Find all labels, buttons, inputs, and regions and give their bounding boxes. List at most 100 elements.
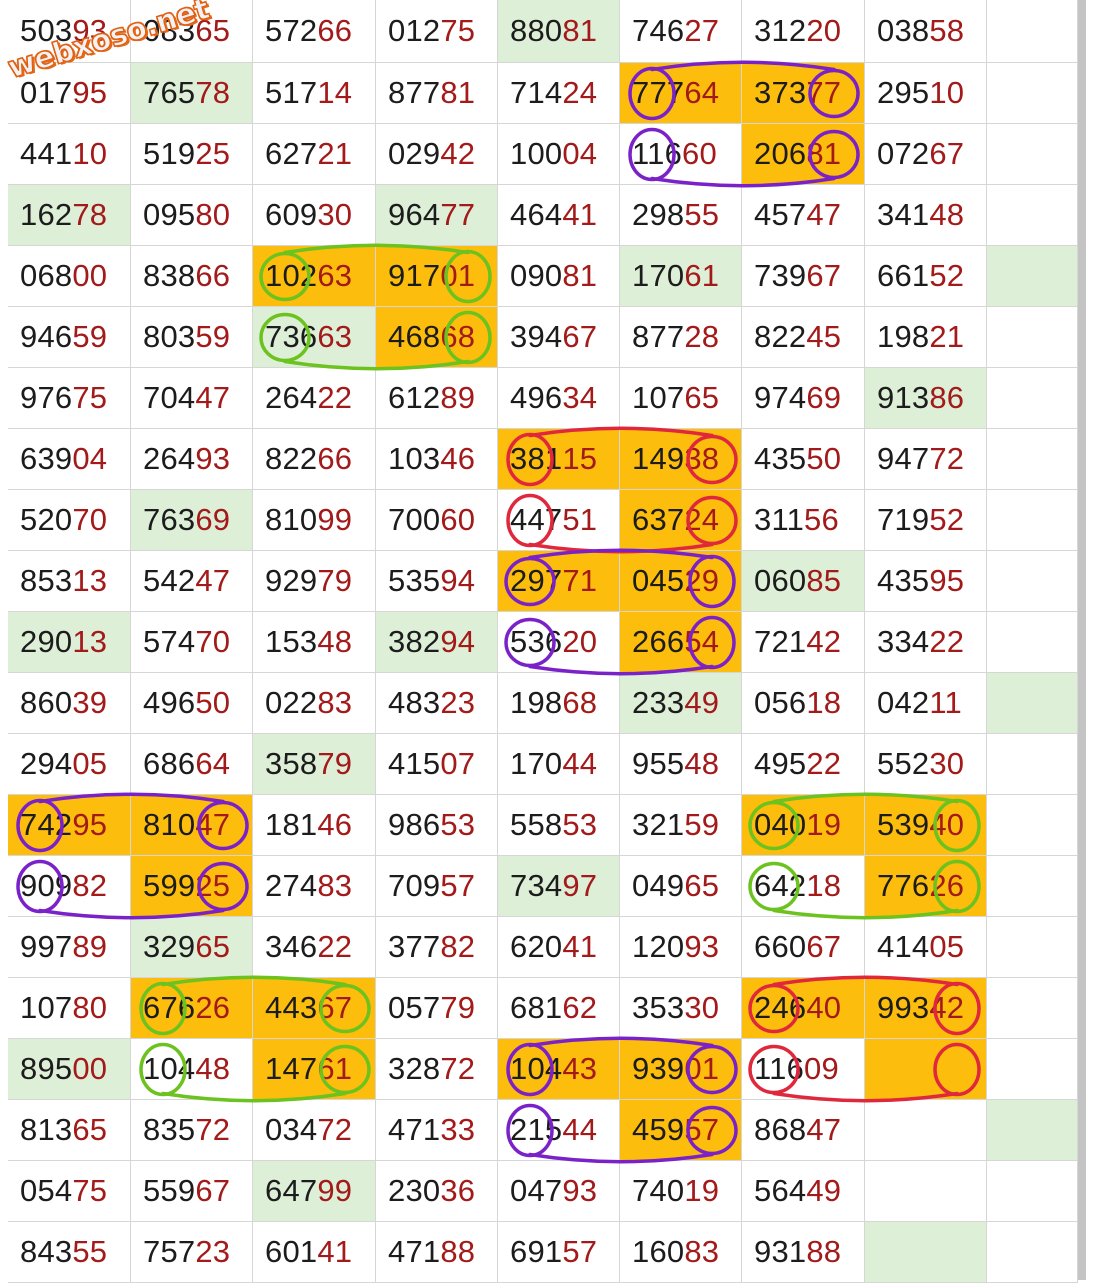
grid-cell[interactable]: 558 53 (498, 795, 620, 856)
grid-cell[interactable]: 147 61 (253, 1039, 376, 1100)
grid-cell[interactable]: 311 56 (742, 490, 865, 551)
grid-cell[interactable]: 642 18 (742, 856, 865, 917)
grid-cell[interactable]: 116 09 (742, 1039, 865, 1100)
grid-cell[interactable]: 170 44 (498, 734, 620, 795)
grid-cell[interactable]: 552 30 (865, 734, 987, 795)
grid-cell[interactable]: 813 65 (8, 1100, 131, 1161)
grid-cell[interactable]: 054 75 (8, 1161, 131, 1222)
grid-cell[interactable]: 264 22 (253, 368, 376, 429)
grid-cell[interactable]: 321 59 (620, 795, 742, 856)
grid-cell[interactable]: 312 20 (742, 0, 865, 63)
grid-cell[interactable]: 637 24 (620, 490, 742, 551)
grid-cell[interactable]: 230 36 (376, 1161, 498, 1222)
grid-cell[interactable]: 441 10 (8, 124, 131, 185)
grid-cell[interactable]: 266 54 (620, 612, 742, 673)
grid-cell[interactable]: 496 34 (498, 368, 620, 429)
grid-cell[interactable]: 822 66 (253, 429, 376, 490)
grid-cell[interactable]: 459 57 (620, 1100, 742, 1161)
grid-cell[interactable]: 661 52 (865, 246, 987, 307)
grid-cell[interactable]: 559 67 (131, 1161, 253, 1222)
grid-cell[interactable]: 739 67 (742, 246, 865, 307)
grid-cell[interactable]: 038 58 (865, 0, 987, 63)
grid-cell[interactable]: 572 66 (253, 0, 376, 63)
grid-cell[interactable] (865, 1100, 987, 1161)
grid-cell[interactable]: 435 50 (742, 429, 865, 490)
grid-cell[interactable]: 233 49 (620, 673, 742, 734)
grid-cell[interactable]: 435 95 (865, 551, 987, 612)
grid-cell[interactable]: 149 38 (620, 429, 742, 490)
grid-cell[interactable] (987, 490, 1078, 551)
grid-cell[interactable]: 993 42 (865, 978, 987, 1039)
grid-cell[interactable]: 334 22 (865, 612, 987, 673)
grid-cell[interactable]: 394 67 (498, 307, 620, 368)
grid-cell[interactable]: 198 21 (865, 307, 987, 368)
grid-cell[interactable]: 274 83 (253, 856, 376, 917)
grid-cell[interactable] (987, 978, 1078, 1039)
grid-cell[interactable]: 029 42 (376, 124, 498, 185)
grid-cell[interactable]: 496 50 (131, 673, 253, 734)
grid-cell[interactable]: 612 89 (376, 368, 498, 429)
grid-cell[interactable]: 853 13 (8, 551, 131, 612)
grid-cell[interactable]: 116 60 (620, 124, 742, 185)
grid-cell[interactable]: 719 52 (865, 490, 987, 551)
grid-cell[interactable] (987, 734, 1078, 795)
grid-cell[interactable] (865, 1222, 987, 1283)
grid-cell[interactable]: 700 60 (376, 490, 498, 551)
grid-cell[interactable]: 609 30 (253, 185, 376, 246)
grid-cell[interactable]: 215 44 (498, 1100, 620, 1161)
grid-cell[interactable]: 353 30 (620, 978, 742, 1039)
grid-cell[interactable]: 483 23 (376, 673, 498, 734)
grid-cell[interactable]: 170 61 (620, 246, 742, 307)
grid-cell[interactable]: 929 79 (253, 551, 376, 612)
grid-cell[interactable]: 068 00 (8, 246, 131, 307)
grid-cell[interactable] (987, 246, 1078, 307)
grid-cell[interactable]: 047 93 (498, 1161, 620, 1222)
grid-cell[interactable]: 647 99 (253, 1161, 376, 1222)
grid-cell[interactable]: 734 97 (498, 856, 620, 917)
grid-cell[interactable]: 107 80 (8, 978, 131, 1039)
grid-cell[interactable]: 835 72 (131, 1100, 253, 1161)
grid-cell[interactable]: 153 48 (253, 612, 376, 673)
vertical-scrollbar[interactable] (1078, 0, 1086, 1280)
grid-cell[interactable]: 072 67 (865, 124, 987, 185)
grid-cell[interactable]: 599 25 (131, 856, 253, 917)
grid-cell[interactable]: 519 25 (131, 124, 253, 185)
grid-cell[interactable]: 620 41 (498, 917, 620, 978)
grid-cell[interactable]: 986 53 (376, 795, 498, 856)
grid-cell[interactable]: 102 63 (253, 246, 376, 307)
grid-cell[interactable]: 574 70 (131, 612, 253, 673)
grid-cell[interactable]: 022 83 (253, 673, 376, 734)
grid-cell[interactable]: 822 45 (742, 307, 865, 368)
grid-cell[interactable] (987, 63, 1078, 124)
grid-cell[interactable]: 104 48 (131, 1039, 253, 1100)
grid-cell[interactable] (987, 551, 1078, 612)
grid-cell[interactable] (865, 1039, 987, 1100)
grid-cell[interactable]: 704 47 (131, 368, 253, 429)
grid-cell[interactable] (987, 856, 1078, 917)
grid-cell[interactable]: 536 20 (498, 612, 620, 673)
grid-cell[interactable] (987, 612, 1078, 673)
grid-cell[interactable]: 757 23 (131, 1222, 253, 1283)
grid-cell[interactable]: 877 81 (376, 63, 498, 124)
grid-cell[interactable]: 049 65 (620, 856, 742, 917)
grid-cell[interactable]: 042 11 (865, 673, 987, 734)
grid-cell[interactable]: 040 19 (742, 795, 865, 856)
grid-cell[interactable]: 627 21 (253, 124, 376, 185)
grid-cell[interactable] (987, 1100, 1078, 1161)
grid-cell[interactable]: 803 59 (131, 307, 253, 368)
grid-cell[interactable]: 691 57 (498, 1222, 620, 1283)
grid-cell[interactable]: 328 72 (376, 1039, 498, 1100)
grid-cell[interactable]: 377 82 (376, 917, 498, 978)
grid-cell[interactable]: 162 78 (8, 185, 131, 246)
grid-cell[interactable]: 763 69 (131, 490, 253, 551)
grid-cell[interactable]: 057 79 (376, 978, 498, 1039)
grid-cell[interactable] (987, 429, 1078, 490)
grid-cell[interactable]: 714 24 (498, 63, 620, 124)
grid-cell[interactable]: 468 68 (376, 307, 498, 368)
grid-cell[interactable]: 415 07 (376, 734, 498, 795)
grid-cell[interactable]: 297 71 (498, 551, 620, 612)
grid-cell[interactable]: 090 81 (498, 246, 620, 307)
grid-cell[interactable]: 740 19 (620, 1161, 742, 1222)
grid-cell[interactable]: 964 77 (376, 185, 498, 246)
grid-cell[interactable]: 520 70 (8, 490, 131, 551)
